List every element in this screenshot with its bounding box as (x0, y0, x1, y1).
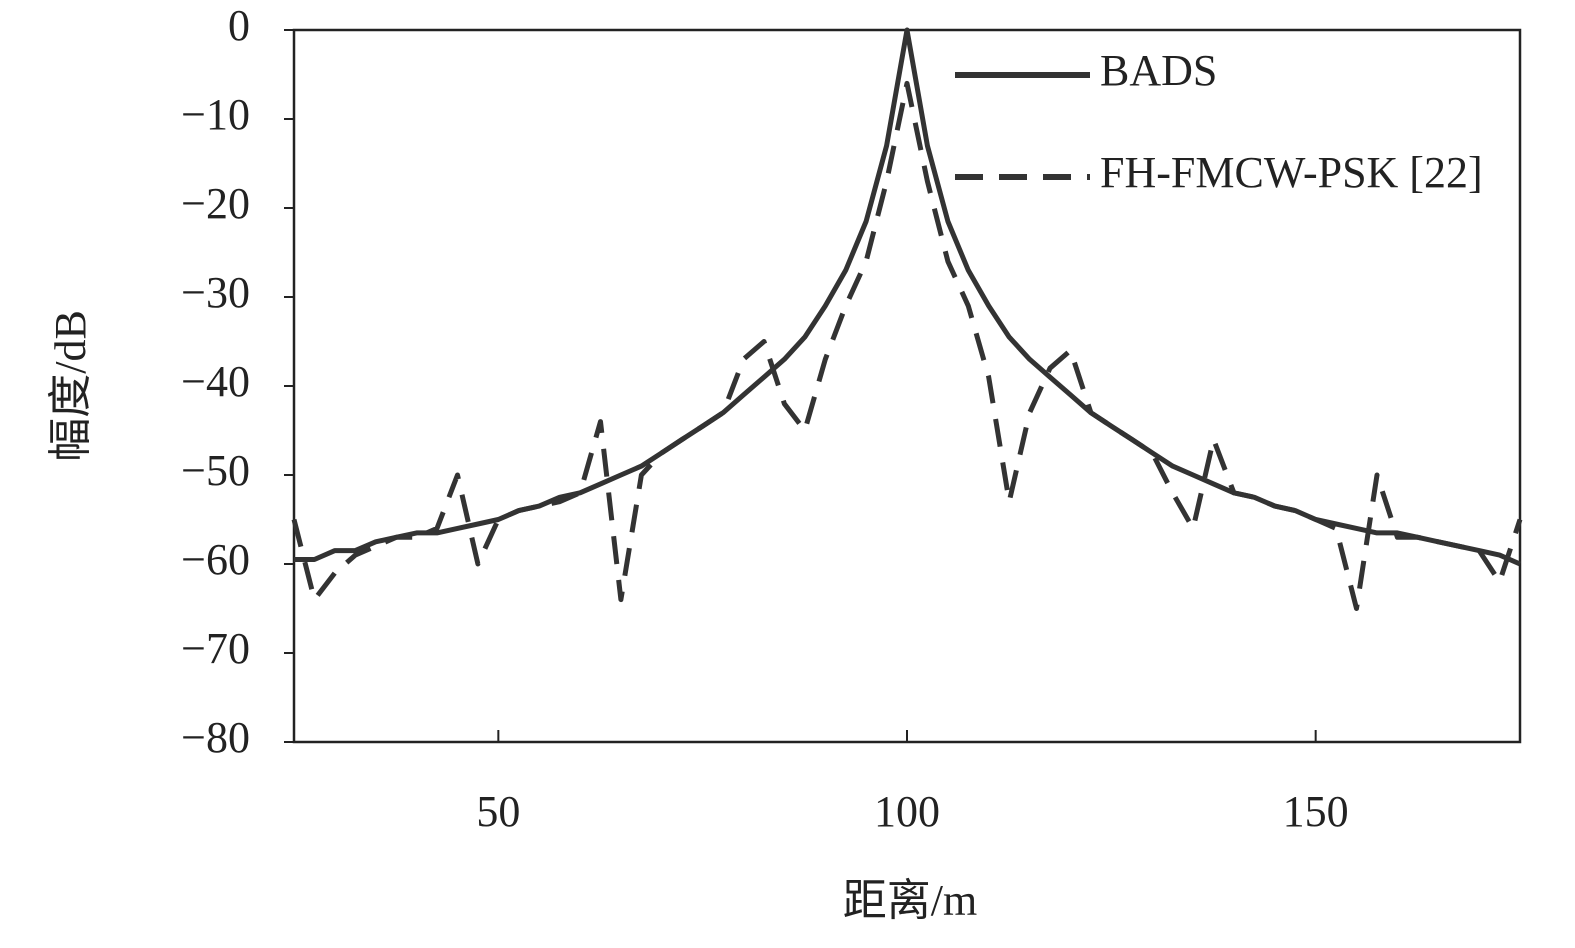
legend-label: FH-FMCW-PSK [22] (1100, 148, 1483, 197)
y-axis-label: 幅度/dB (46, 310, 95, 462)
x-tick-label: 150 (1283, 787, 1349, 836)
y-tick-label: −70 (181, 624, 250, 673)
y-tick-label: −80 (181, 713, 250, 762)
y-tick-label: −60 (181, 535, 250, 584)
x-tick-label: 100 (874, 787, 940, 836)
y-tick-label: −10 (181, 90, 250, 139)
y-tick-label: 0 (228, 1, 250, 50)
y-tick-label: −40 (181, 357, 250, 406)
y-tick-label: −30 (181, 268, 250, 317)
x-axis-label: 距离/m (843, 876, 977, 925)
y-tick-label: −50 (181, 446, 250, 495)
legend-label: BADS (1100, 46, 1217, 95)
series-line (294, 27, 1521, 567)
series-line (291, 80, 1523, 611)
x-tick-label: 50 (476, 787, 520, 836)
y-tick-label: −20 (181, 179, 250, 228)
plot-frame (292, 28, 1522, 744)
